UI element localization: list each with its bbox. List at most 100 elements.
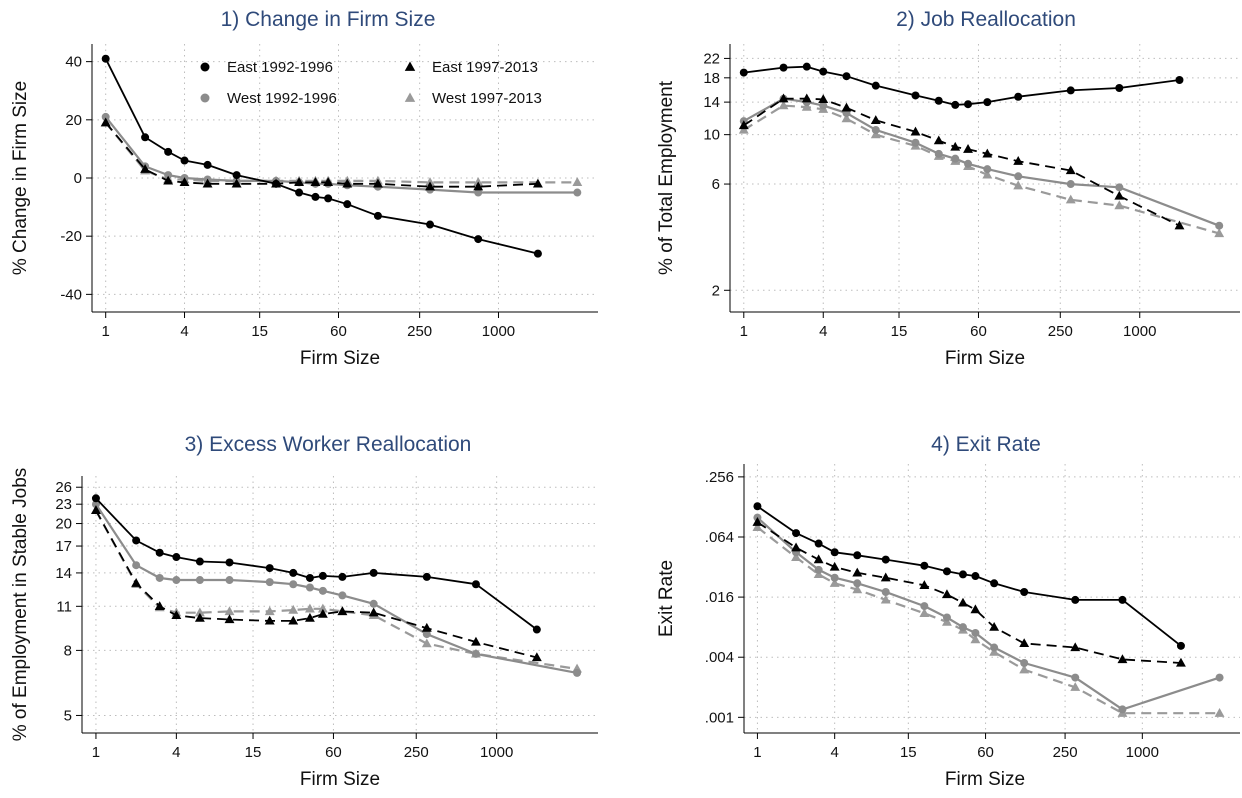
data-point bbox=[910, 126, 921, 136]
data-point bbox=[983, 98, 992, 107]
data-point bbox=[425, 181, 435, 191]
data-point bbox=[288, 604, 299, 614]
y-tick-label: 8 bbox=[64, 642, 72, 659]
data-point bbox=[342, 178, 353, 188]
data-point bbox=[1118, 595, 1127, 604]
data-point bbox=[225, 558, 234, 567]
data-point bbox=[194, 612, 205, 622]
y-tick-label: 10 bbox=[703, 127, 720, 144]
data-point bbox=[318, 586, 327, 595]
data-point bbox=[265, 578, 274, 587]
data-point bbox=[778, 93, 789, 103]
panel-title: 2) Job Reallocation bbox=[896, 8, 1076, 31]
data-point bbox=[801, 101, 812, 111]
data-point bbox=[1019, 664, 1030, 674]
data-point bbox=[573, 188, 582, 197]
data-point bbox=[1176, 657, 1186, 667]
data-point bbox=[305, 573, 314, 582]
y-tick-label: 26 bbox=[55, 479, 72, 496]
y-tick-label: .004 bbox=[705, 649, 734, 666]
data-point bbox=[1071, 673, 1080, 682]
y-axis-label: % of Total Employment bbox=[656, 80, 677, 275]
data-point bbox=[934, 149, 943, 158]
data-point bbox=[141, 133, 150, 142]
series-line bbox=[95, 509, 538, 659]
data-point bbox=[911, 91, 920, 100]
series-east-early bbox=[91, 494, 541, 634]
x-tick-label: 1 bbox=[102, 323, 110, 340]
data-point bbox=[880, 572, 891, 582]
series-east-late bbox=[91, 505, 542, 662]
data-point bbox=[819, 101, 828, 110]
data-point bbox=[830, 548, 839, 557]
series-line bbox=[756, 516, 1220, 711]
x-tick-label: 250 bbox=[1053, 744, 1078, 761]
data-point bbox=[752, 517, 763, 526]
legend-item: West 1992-1996 bbox=[200, 90, 337, 107]
x-tick-label: 1000 bbox=[1123, 323, 1156, 340]
x-tick-label: 60 bbox=[330, 323, 347, 340]
data-point bbox=[1118, 705, 1127, 714]
data-point bbox=[421, 638, 432, 648]
data-point bbox=[338, 591, 347, 600]
data-point bbox=[970, 634, 981, 644]
data-point bbox=[573, 668, 582, 677]
legend-marker bbox=[200, 62, 210, 72]
y-tick-label: -20 bbox=[60, 228, 82, 245]
panel-title: 1) Change in Firm Size bbox=[221, 8, 436, 31]
series-west-late bbox=[91, 505, 582, 673]
data-point bbox=[294, 177, 305, 187]
data-point bbox=[372, 178, 383, 188]
data-point bbox=[471, 636, 481, 646]
x-axis-label: Firm Size bbox=[300, 769, 380, 790]
data-point bbox=[958, 623, 967, 632]
y-tick-label: 14 bbox=[703, 94, 720, 111]
data-point bbox=[942, 613, 951, 622]
data-point bbox=[971, 572, 980, 581]
series-west-late bbox=[738, 100, 1225, 238]
data-point bbox=[288, 615, 299, 625]
data-point bbox=[1019, 638, 1030, 648]
data-point bbox=[310, 177, 321, 187]
data-point bbox=[203, 160, 212, 169]
series-line bbox=[756, 526, 1220, 715]
data-point bbox=[343, 200, 352, 209]
x-tick-label: 4 bbox=[180, 323, 188, 340]
data-point bbox=[473, 181, 484, 191]
data-point bbox=[982, 148, 993, 158]
data-point bbox=[738, 120, 749, 130]
data-point bbox=[289, 568, 298, 577]
data-point bbox=[131, 577, 142, 587]
data-point bbox=[324, 194, 333, 203]
series-line bbox=[94, 503, 578, 674]
data-point bbox=[813, 554, 824, 564]
data-point bbox=[1176, 641, 1185, 650]
data-point bbox=[852, 567, 863, 577]
data-point bbox=[100, 117, 111, 127]
data-point bbox=[958, 597, 968, 607]
data-point bbox=[202, 178, 213, 188]
x-tick-label: 15 bbox=[900, 744, 917, 761]
data-point bbox=[881, 555, 890, 564]
data-point bbox=[295, 188, 304, 197]
legend-label: East 1997-2013 bbox=[432, 59, 538, 76]
x-tick-label: 4 bbox=[172, 744, 180, 761]
data-point bbox=[752, 522, 763, 531]
data-point bbox=[801, 93, 812, 103]
data-point bbox=[304, 612, 315, 622]
grid-lines bbox=[730, 44, 1240, 312]
series-west-early bbox=[739, 94, 1224, 230]
x-tick-label: 15 bbox=[891, 323, 908, 340]
data-point bbox=[1115, 183, 1124, 192]
data-point bbox=[471, 649, 480, 658]
data-point bbox=[1215, 673, 1224, 682]
data-point bbox=[155, 573, 164, 582]
x-tick-label: 60 bbox=[977, 744, 994, 761]
grid-lines bbox=[92, 44, 598, 312]
data-point bbox=[853, 579, 862, 588]
data-point bbox=[317, 608, 328, 618]
data-point bbox=[738, 124, 749, 134]
data-point bbox=[950, 141, 961, 151]
